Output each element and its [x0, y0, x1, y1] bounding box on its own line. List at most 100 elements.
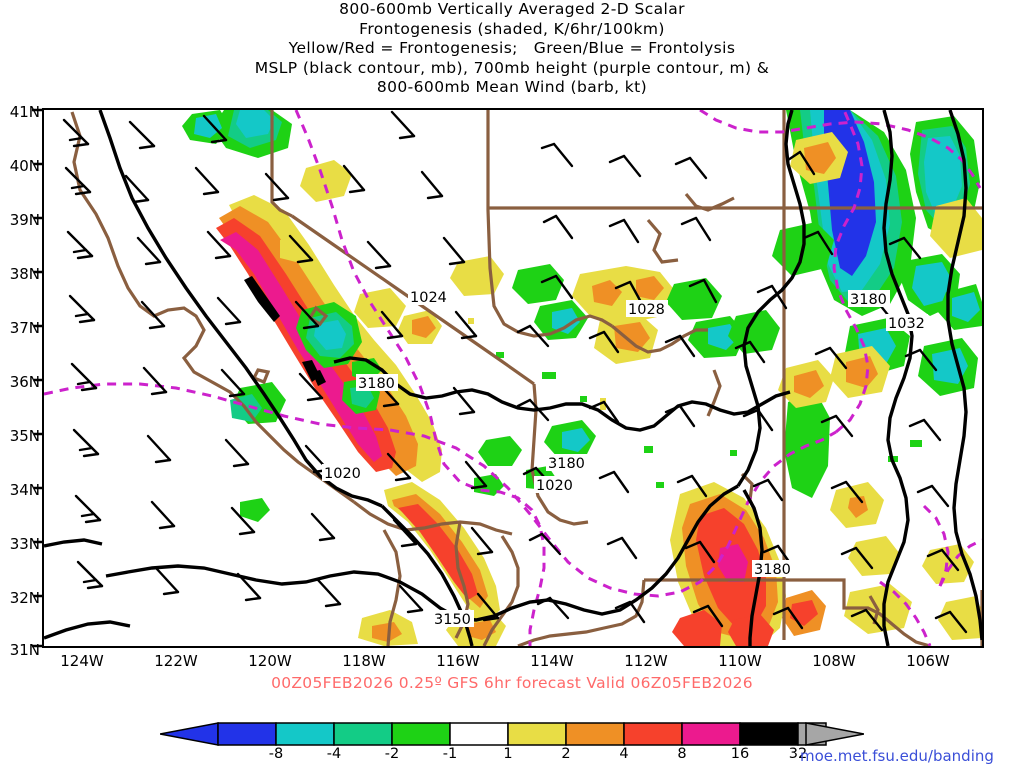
lon-label-108w: 108W [812, 652, 856, 670]
ca-mexico-border [353, 500, 513, 536]
shading-cyan-couplet [314, 320, 346, 350]
height-contour-layer [44, 110, 982, 646]
colorbar-tick-32: 32 [788, 746, 808, 762]
shading-orange-nm-n [794, 370, 824, 398]
wind-barb [904, 348, 938, 372]
wind-barb [68, 294, 96, 324]
lon-label-120w: 120W [248, 652, 292, 670]
wind-barb [64, 166, 92, 196]
shading-green-utah-1 [512, 264, 564, 304]
colorbar-swatches [160, 722, 864, 746]
wind-barb [814, 346, 848, 370]
height-contour-3210-se [879, 580, 932, 646]
wind-barb [786, 150, 816, 176]
mslp-contour-socal [380, 504, 474, 646]
lat-label-40n: 40N [9, 157, 40, 175]
mslp-contour-1032 [882, 110, 914, 646]
lat-label-33n: 33N [9, 535, 40, 553]
wind-barb [470, 526, 494, 556]
shading-dot-6 [644, 446, 653, 453]
colorbar-segment-blue [217, 722, 277, 746]
shading-dot-3 [580, 396, 587, 402]
shading-cyan-co-se [912, 262, 952, 306]
lat-label-37n: 37N [9, 319, 40, 337]
colorbar-right-arrow [805, 722, 864, 746]
shading-yellow-nm-2 [848, 536, 900, 576]
shading-orange-nevada-1 [592, 280, 622, 306]
shading-dot-7 [656, 482, 664, 488]
contour-label-text: 3150 [434, 612, 471, 628]
ca-nv-border-vertical [270, 110, 293, 218]
contour-label-text: 1032 [888, 316, 925, 332]
contour-label-text: 1020 [324, 466, 361, 482]
wind-barb [224, 438, 250, 468]
wind-barb [608, 154, 642, 178]
wind-barb [76, 560, 104, 590]
map-layers: 1024 1028 1032 1020 [44, 110, 982, 646]
colorbar-tick--8: -8 [268, 746, 284, 762]
shading-dot-4 [600, 398, 606, 410]
wind-barb [830, 480, 864, 504]
wind-barb [802, 230, 834, 256]
mslp-contour-sw2 [44, 620, 131, 640]
contour-label-3180-az: 3180 [546, 454, 588, 472]
contour-label-3180-co: 3180 [848, 290, 890, 308]
wind-barb [154, 566, 180, 596]
wind-barb [294, 300, 320, 330]
wind-barb [70, 362, 98, 392]
lat-label-41n: 41N [9, 103, 40, 121]
wind-barb [316, 578, 342, 608]
lake-tahoe [307, 305, 329, 327]
forecast-caption: 00Z05FEB2026 0.25º GFS 6hr forecast Vali… [271, 674, 753, 692]
contour-label-text: 3180 [358, 376, 395, 392]
az-mexico-border [517, 579, 646, 646]
lon-label-106w: 106W [906, 652, 950, 670]
shading-dot-9 [910, 440, 922, 447]
wind-barb [676, 474, 708, 498]
wind-barb [752, 478, 784, 502]
wind-barb [454, 310, 478, 340]
site-watermark[interactable]: moe.met.fsu.edu/banding [800, 747, 994, 765]
wind-barb [62, 118, 90, 148]
utah-south-curve [610, 324, 708, 354]
contour-label-text: 1028 [628, 302, 665, 318]
shading-green-co-w2 [728, 310, 780, 354]
sonora-coastline [482, 535, 520, 646]
shading-magenta-sierra [220, 232, 382, 462]
colorbar-segment-black [739, 722, 799, 746]
nm-inland-1 [868, 595, 880, 625]
wind-barb [674, 156, 708, 180]
wind-barb [588, 330, 620, 354]
wind-barb [540, 274, 574, 300]
contour-label-3180-seaz: 3180 [752, 560, 794, 578]
utah-n-feature [684, 192, 735, 212]
shading-orange-socal-s [372, 622, 402, 642]
state-border-layer [70, 110, 982, 646]
wind-barb [380, 310, 404, 340]
wind-barb [398, 584, 424, 614]
lat-label-32n: 32N [9, 589, 40, 607]
wind-barb [288, 234, 314, 264]
wind-barb [908, 418, 942, 442]
shading-cyan-utah-2 [552, 308, 580, 334]
colorbar-segments [217, 722, 827, 746]
contour-label-text: 1020 [536, 478, 573, 494]
wind-barb [756, 284, 788, 310]
wind-barb [202, 114, 228, 144]
contour-label-text: 3180 [754, 562, 791, 578]
wind-barb [150, 500, 176, 530]
california-coastline [70, 111, 355, 504]
shading-black-core-1 [244, 276, 280, 322]
wind-barb [74, 494, 102, 524]
wind-barb [684, 540, 716, 564]
shading-cyan-co-e2 [952, 292, 980, 322]
wind-barb [516, 324, 550, 348]
wind-barb [124, 174, 150, 204]
lat-ticks [32, 108, 44, 648]
shading-springgreen-couplet-2 [350, 386, 374, 408]
wind-barb [386, 452, 412, 482]
lon-label-112w: 112W [624, 652, 668, 670]
shading-yellow-cell-4 [280, 236, 306, 262]
shading-magenta-seaz [718, 544, 748, 582]
mslp-contour-1020 [105, 484, 739, 622]
